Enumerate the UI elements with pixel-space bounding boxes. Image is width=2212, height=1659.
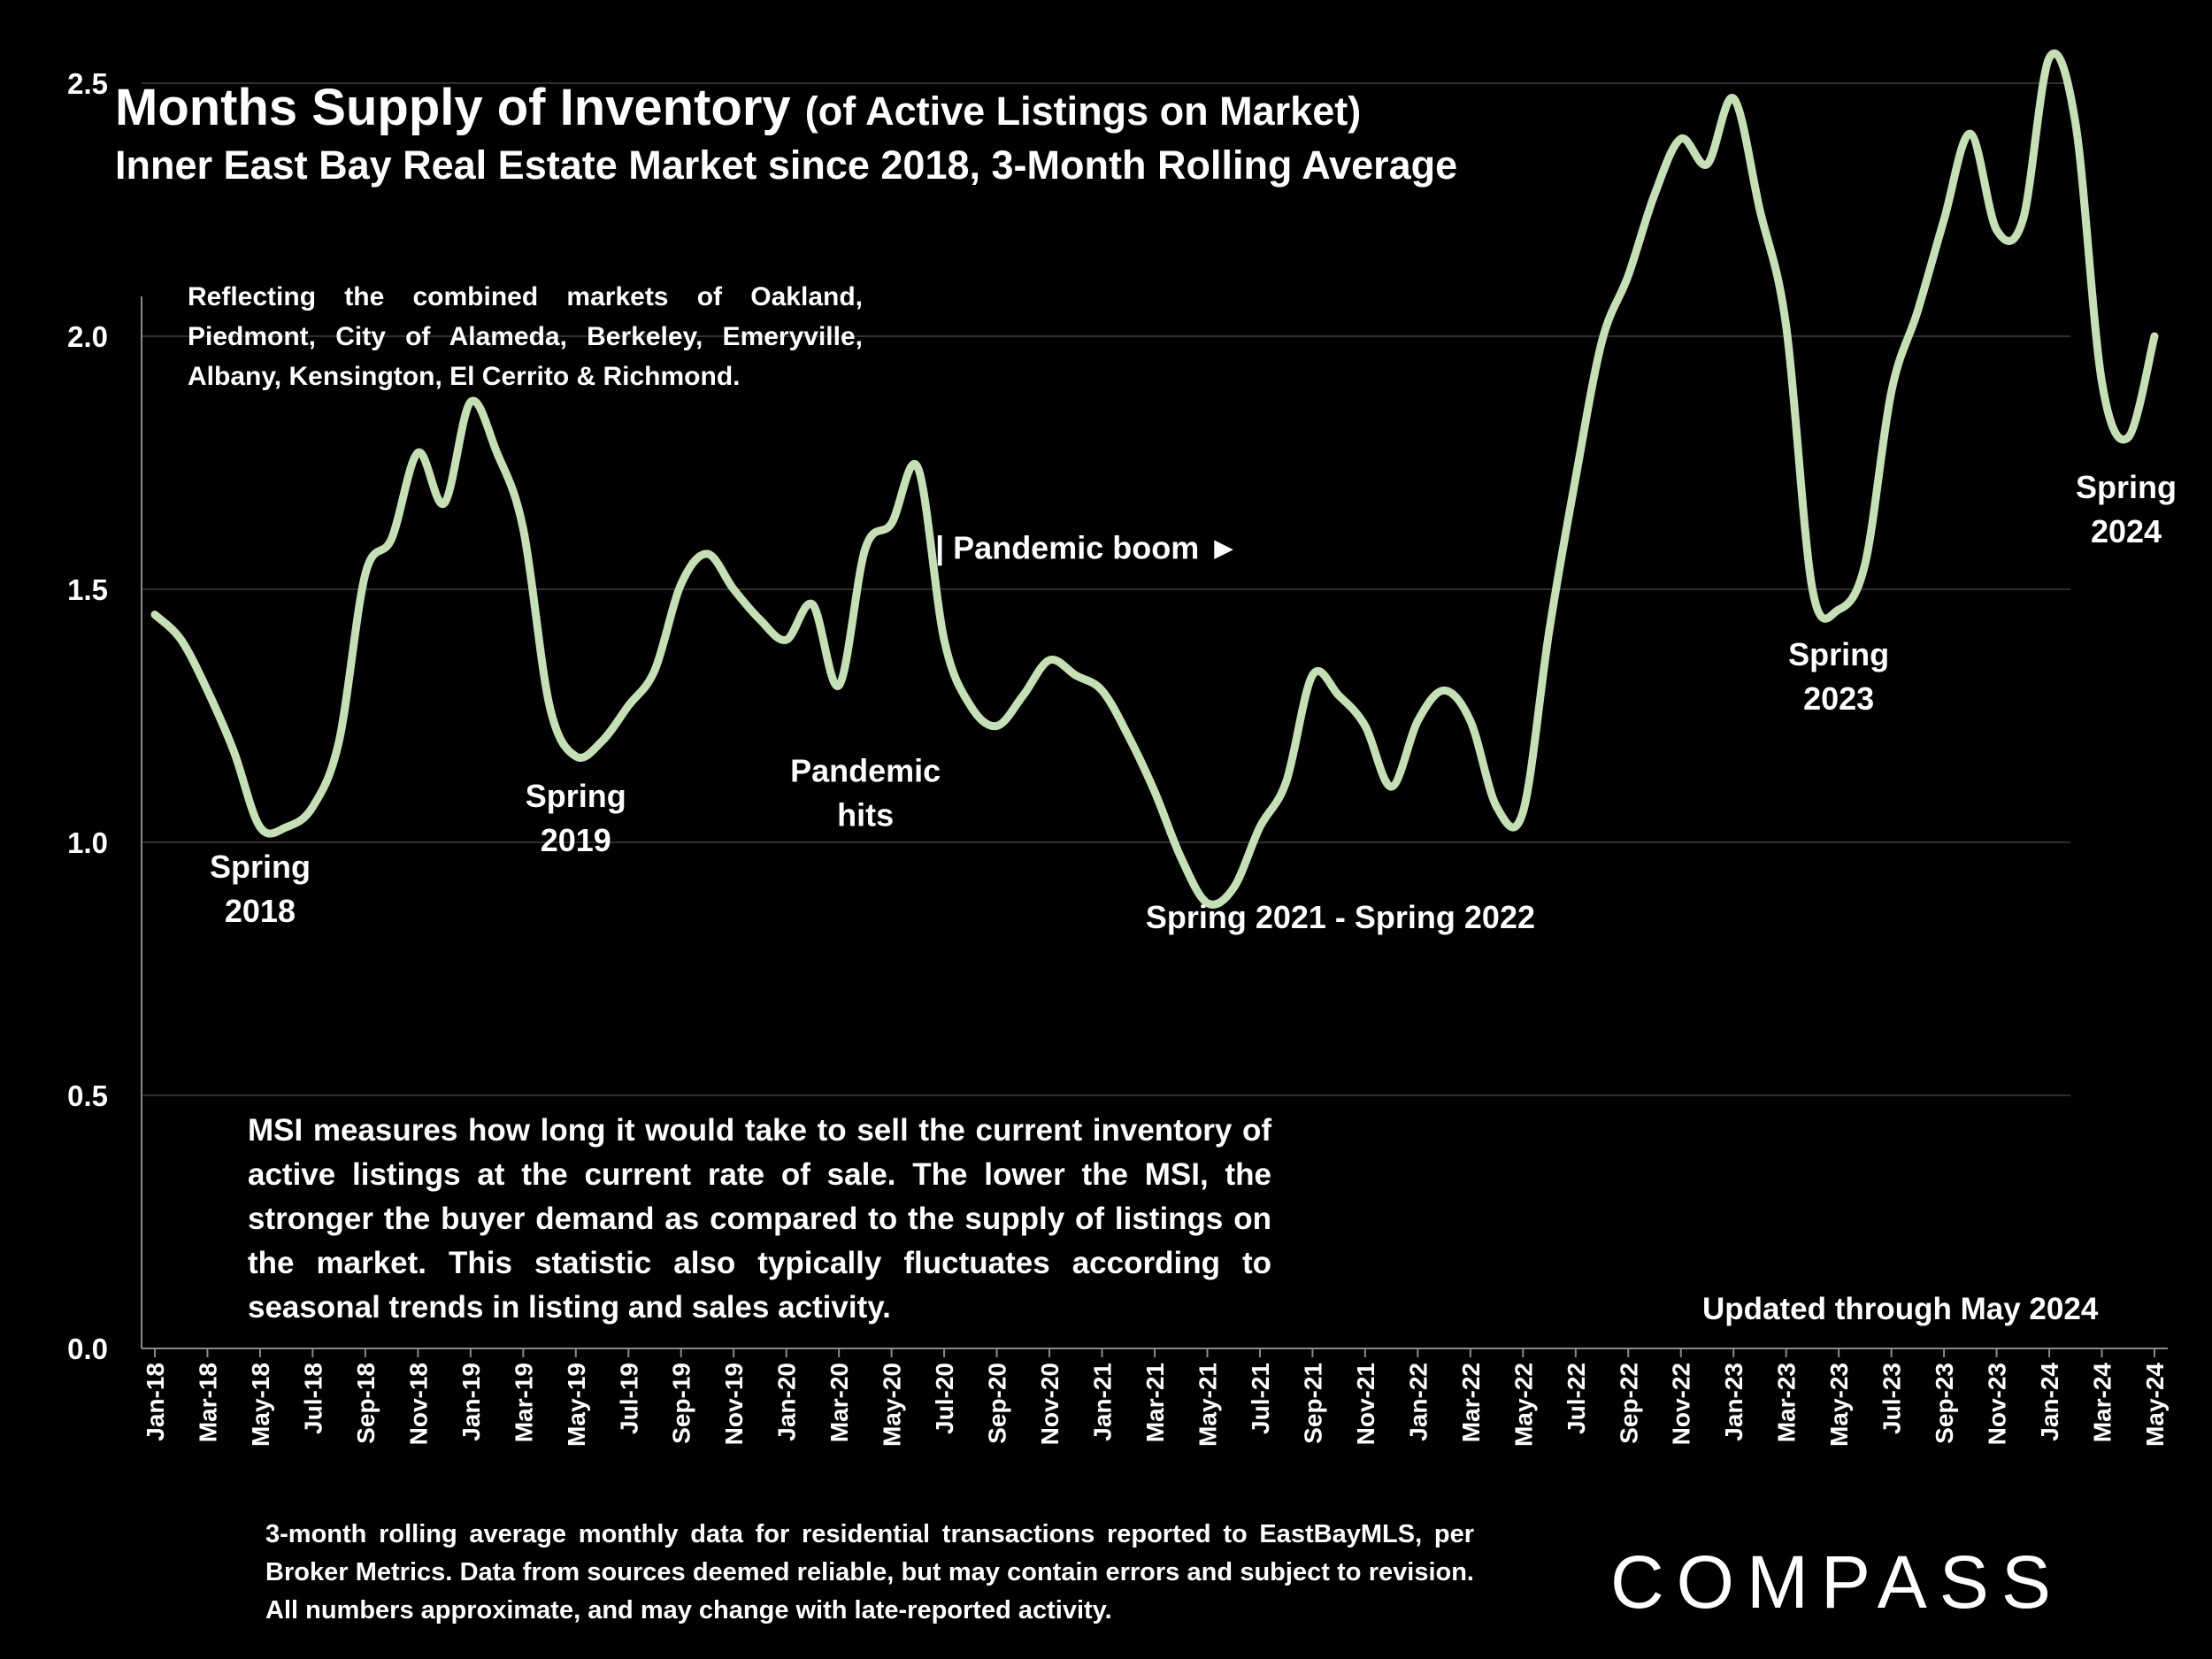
- y-tick-label: 0.0: [67, 1333, 108, 1365]
- x-tick-label: Jan-21: [1089, 1363, 1117, 1441]
- x-tick-label: Jan-19: [457, 1363, 485, 1441]
- x-tick-label: Sep-21: [1299, 1363, 1326, 1444]
- x-tick-label: Jan-18: [142, 1363, 169, 1441]
- y-tick-label: 2.0: [67, 320, 108, 353]
- x-tick-label: May-23: [1825, 1363, 1853, 1447]
- x-tick-label: Mar-19: [510, 1363, 537, 1442]
- x-tick-label: Jul-22: [1563, 1363, 1590, 1434]
- annotation-line: 2024: [2091, 513, 2162, 549]
- x-tick-label: Mar-23: [1773, 1363, 1801, 1442]
- x-tick-label: Nov-19: [720, 1363, 748, 1445]
- title-block: Months Supply of Inventory (of Active Li…: [115, 78, 1457, 188]
- annotation-line: 2019: [541, 822, 611, 858]
- chart-annotation: Spring 2019: [526, 778, 626, 858]
- annotation-line: 2018: [225, 893, 296, 929]
- y-axis-ticks: 0.0 0.5 1.0 1.5 2.0 2.5: [67, 67, 108, 1365]
- x-tick-label: Nov-23: [1984, 1363, 2011, 1445]
- gridlines: [142, 82, 2070, 1096]
- x-tick-label: Mar-20: [826, 1363, 853, 1442]
- x-tick-label: May-18: [247, 1363, 274, 1447]
- annotation-line: Spring: [1788, 636, 1889, 672]
- x-tick-label: Mar-22: [1457, 1363, 1485, 1442]
- chart-annotation: Spring 2018: [210, 849, 311, 929]
- compass-logo: COMPASS: [1610, 1540, 2063, 1624]
- x-tick-label: May-20: [879, 1363, 906, 1447]
- x-tick-label: Jul-20: [931, 1363, 958, 1434]
- chart-title-main: Months Supply of Inventory: [115, 79, 791, 136]
- x-tick-label: Jan-23: [1720, 1363, 1747, 1441]
- annotation-line: Spring: [2076, 469, 2177, 505]
- updated-note: Updated through May 2024: [1702, 1292, 2099, 1326]
- chart-annotation: Spring 2024: [2076, 469, 2177, 549]
- annotation-line: Spring 2021 - Spring 2022: [1146, 899, 1535, 935]
- x-tick-label: Sep-20: [984, 1363, 1011, 1444]
- source-footnote: 3-month rolling average monthly data for…: [265, 1520, 1474, 1624]
- chart-annotation: Spring 2021 - Spring 2022: [1146, 899, 1535, 935]
- x-tick-label: Nov-20: [1036, 1363, 1064, 1445]
- chart-annotation: | Pandemic boom ►: [935, 530, 1240, 567]
- x-tick-label: Nov-22: [1668, 1363, 1695, 1445]
- annotation-line: 2023: [1803, 680, 1874, 717]
- markets-note: Reflecting the combined markets of Oakla…: [188, 282, 863, 391]
- x-tick-label: Jul-21: [1247, 1363, 1274, 1434]
- x-tick-label: Mar-21: [1141, 1363, 1169, 1442]
- annotation-line: | Pandemic boom ►: [935, 530, 1240, 567]
- msi-series-line: [150, 49, 2159, 909]
- x-tick-label: Sep-18: [352, 1363, 380, 1444]
- x-tick-label: May-21: [1194, 1363, 1221, 1447]
- chart-subtitle: Inner East Bay Real Estate Market since …: [115, 142, 1458, 188]
- annotation-line: hits: [837, 796, 894, 833]
- annotation-line: Spring: [210, 849, 311, 885]
- x-tick-label: Jan-24: [2036, 1363, 2063, 1441]
- chart-annotation: Spring 2023: [1788, 636, 1889, 717]
- chart-annotation: Pandemic hits: [790, 752, 941, 833]
- x-tick-label: May-24: [2141, 1363, 2169, 1447]
- x-tick-label: Jan-20: [773, 1363, 801, 1441]
- x-tick-label: Sep-22: [1615, 1363, 1642, 1444]
- annotation-line: Spring: [526, 778, 626, 814]
- x-tick-label: Jan-22: [1404, 1363, 1432, 1441]
- x-tick-label: Mar-18: [194, 1363, 221, 1442]
- x-axis-ticks: Jan-18 Mar-18 May-18 Jul-18 Sep-18 Nov-18 Jan-…: [142, 1348, 2169, 1447]
- x-tick-label: Jul-18: [299, 1363, 326, 1434]
- x-tick-label: May-22: [1509, 1363, 1537, 1447]
- y-tick-label: 1.0: [67, 826, 108, 859]
- x-tick-label: Mar-24: [2089, 1363, 2116, 1443]
- x-tick-label: Jul-19: [615, 1363, 642, 1434]
- y-tick-label: 2.5: [67, 67, 108, 100]
- annotation-line: Pandemic: [790, 752, 941, 788]
- chart-title: Months Supply of Inventory (of Active Li…: [115, 78, 1457, 137]
- chart-annotations: Spring 2018 Spring 2019 Pandemic hits | Pandem…: [210, 469, 2177, 935]
- y-tick-label: 0.5: [67, 1079, 108, 1112]
- chart-title-suffix: (of Active Listings on Market): [804, 88, 1362, 134]
- x-tick-label: Nov-21: [1352, 1363, 1379, 1445]
- x-tick-label: Jul-23: [1878, 1363, 1906, 1434]
- x-tick-label: Sep-23: [1931, 1363, 1958, 1444]
- y-tick-label: 1.5: [67, 573, 108, 606]
- x-tick-label: Sep-19: [668, 1363, 695, 1444]
- x-tick-label: Nov-18: [404, 1363, 432, 1445]
- x-tick-label: May-19: [563, 1363, 590, 1447]
- msi-explanation: MSI measures how long it would take to s…: [248, 1113, 1271, 1325]
